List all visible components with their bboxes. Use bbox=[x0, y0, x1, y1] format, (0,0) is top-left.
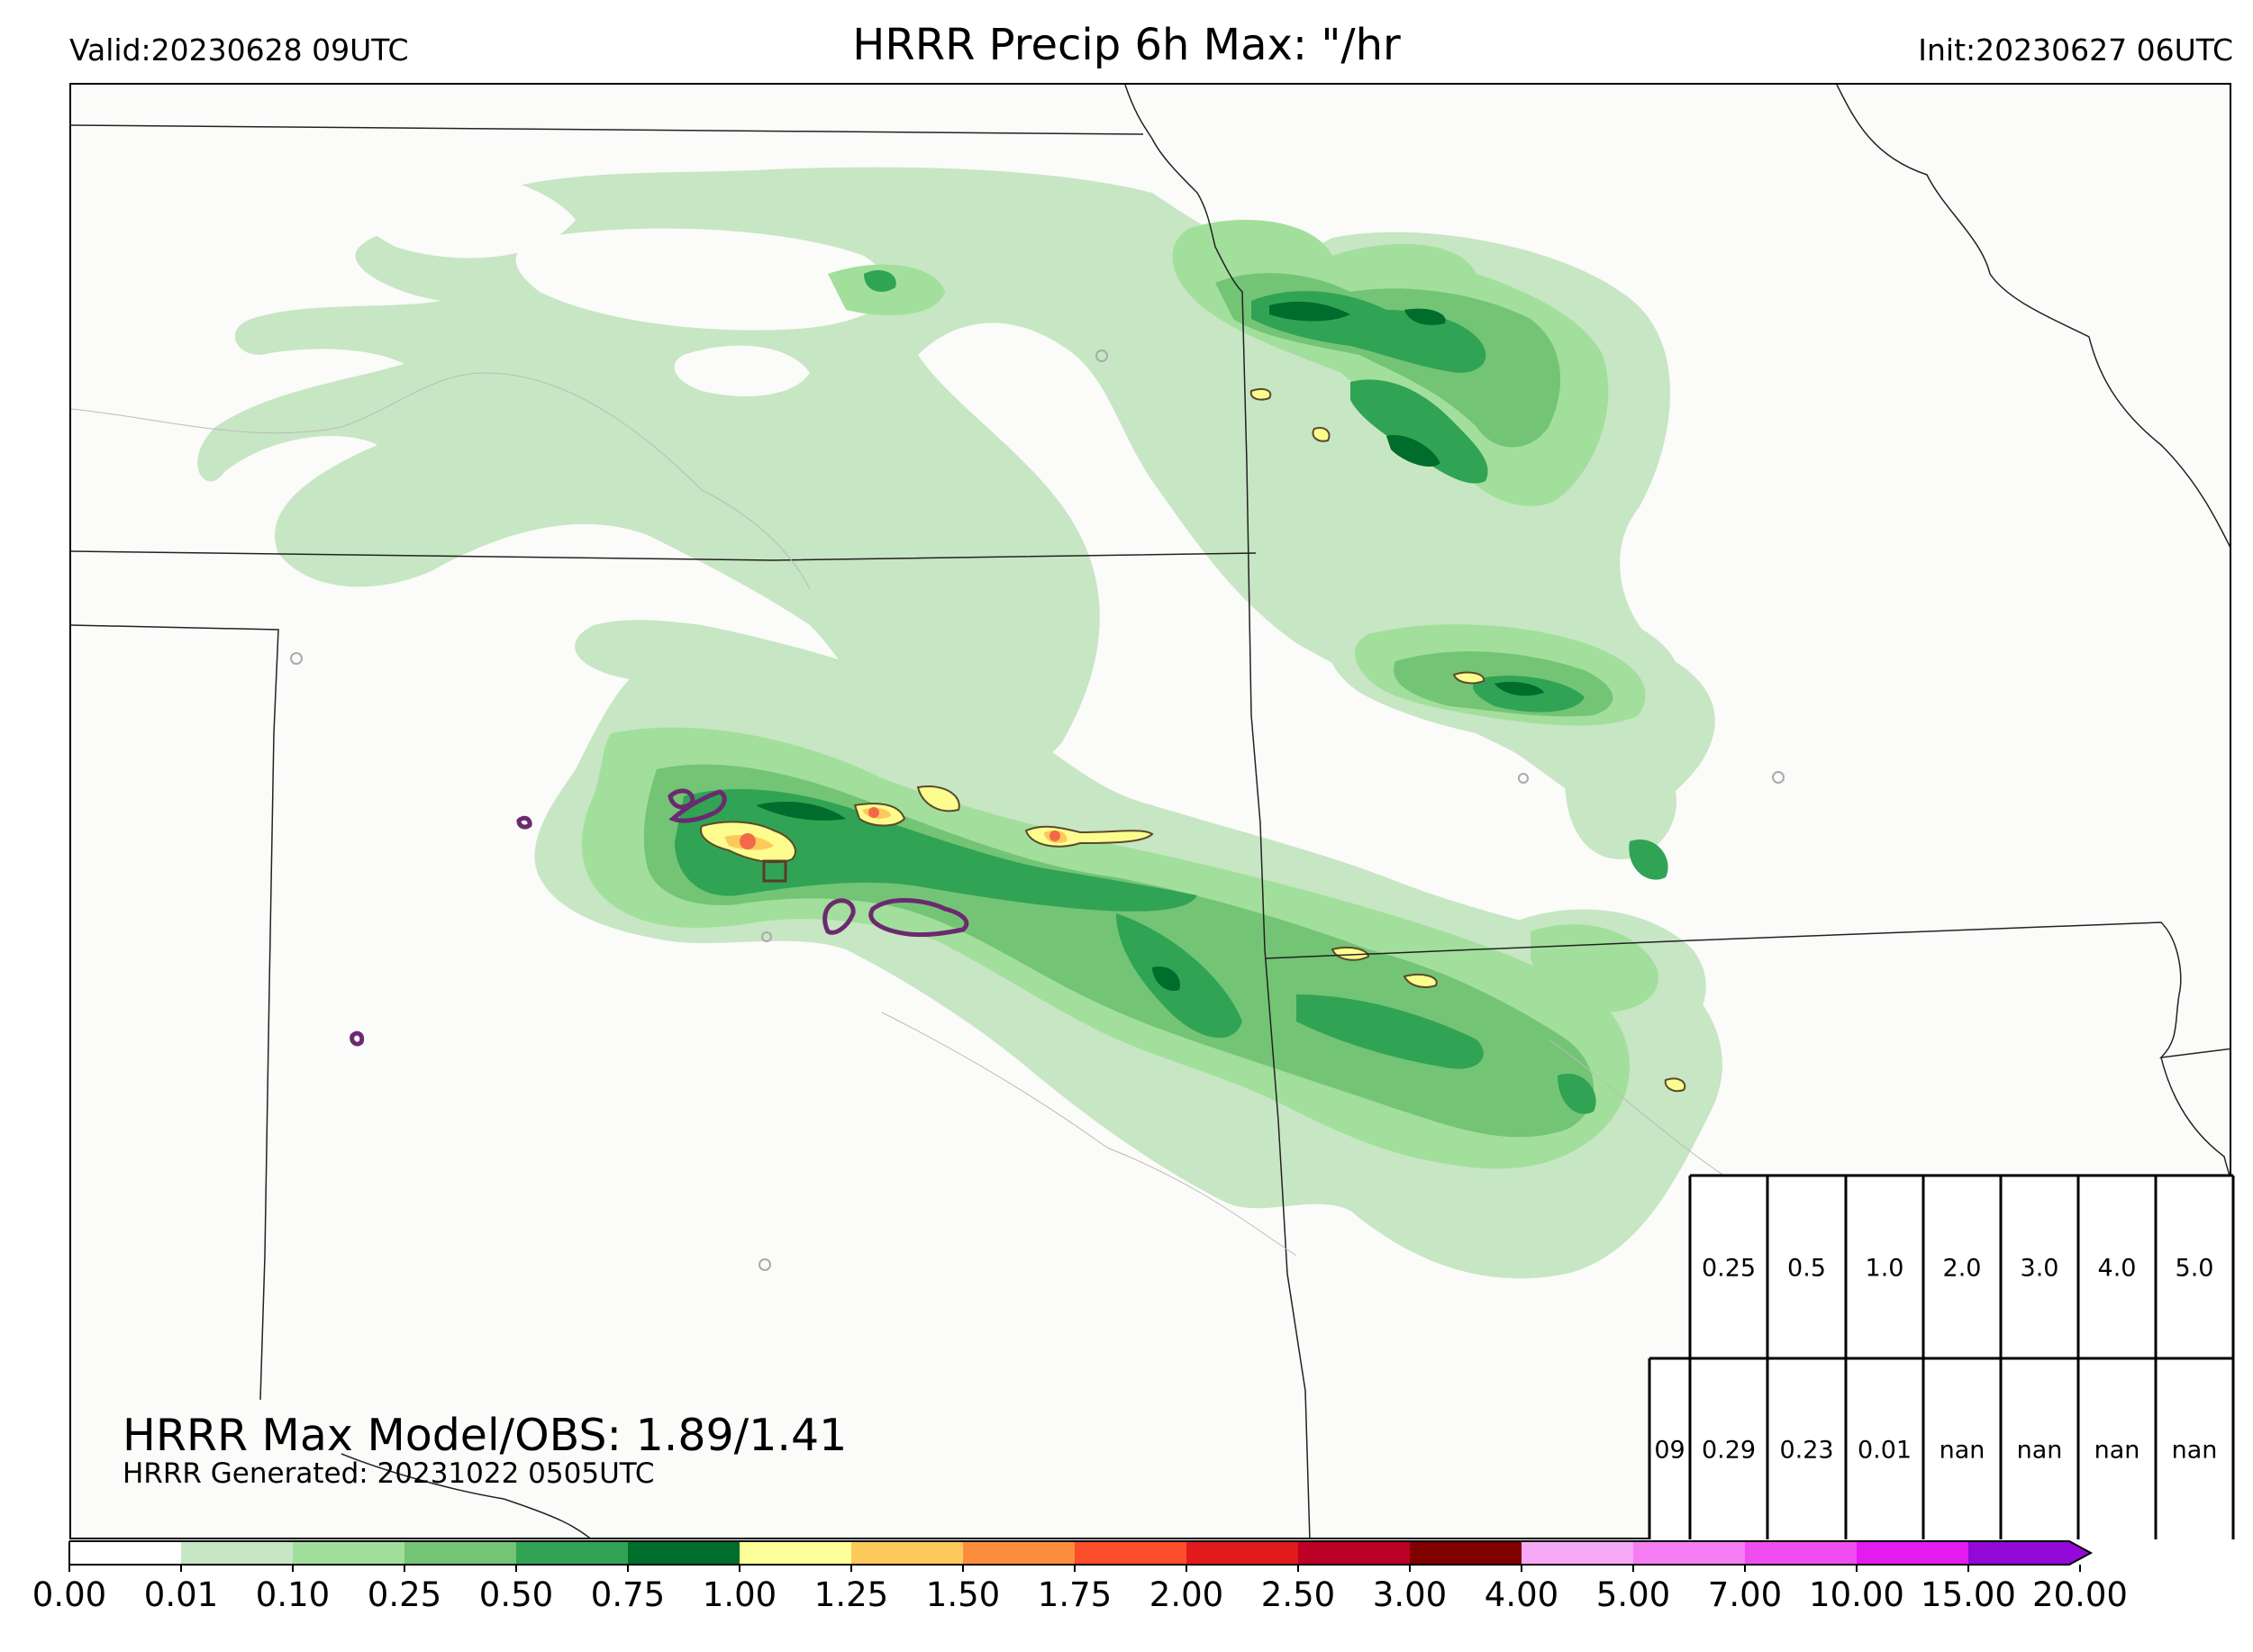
colorbar-outline bbox=[68, 1540, 2094, 1566]
colorbar-swatch bbox=[1745, 1541, 1857, 1565]
map-canvas bbox=[71, 85, 2230, 1538]
colorbar-tick-label: 0.10 bbox=[256, 1575, 330, 1614]
colorbar-swatch bbox=[851, 1541, 963, 1565]
colorbar-tick-label: 2.50 bbox=[1261, 1575, 1335, 1614]
colorbar-tick-label: 1.00 bbox=[703, 1575, 777, 1614]
colorbar-tick-label: 3.00 bbox=[1373, 1575, 1447, 1614]
colorbar-swatch bbox=[1186, 1541, 1298, 1565]
colorbar-swatch bbox=[1075, 1541, 1186, 1565]
colorbar-tick-label: 2.00 bbox=[1149, 1575, 1223, 1614]
plot-title: HRRR Precip 6h Max: "/hr bbox=[852, 20, 1401, 70]
colorbar-swatch bbox=[1298, 1541, 1410, 1565]
colorbar-swatch bbox=[628, 1541, 740, 1565]
colorbar-tick-label: 20.00 bbox=[2032, 1575, 2128, 1614]
state-boundaries bbox=[71, 85, 2230, 1538]
colorbar-swatch bbox=[293, 1541, 404, 1565]
colorbar-swatch bbox=[516, 1541, 628, 1565]
colorbar-swatch bbox=[1410, 1541, 1522, 1565]
colorbar-tick-label: 1.25 bbox=[814, 1575, 888, 1614]
colorbar-tick-label: 15.00 bbox=[1921, 1575, 2016, 1614]
colorbar-tick-label: 4.00 bbox=[1485, 1575, 1558, 1614]
colorbar-tick-label: 0.50 bbox=[479, 1575, 553, 1614]
obs-contours bbox=[350, 788, 969, 1047]
colorbar-swatch-extend bbox=[1968, 1541, 2091, 1565]
colorbar: 0.00 0.01 0.10 0.25 0.50 0.75 1.00 1.25 1.50 1.75… bbox=[32, 1540, 2128, 1614]
colorbar-tick-label: 0.01 bbox=[144, 1575, 218, 1614]
colorbar-swatch bbox=[1633, 1541, 1745, 1565]
colorbar-swatch bbox=[404, 1541, 516, 1565]
colorbar-swatch bbox=[1522, 1541, 1633, 1565]
colorbar-swatch bbox=[1857, 1541, 1968, 1565]
colorbar-tick-label: 1.50 bbox=[926, 1575, 1000, 1614]
colorbar-swatch bbox=[69, 1541, 181, 1565]
generated-label: HRRR Generated: 20231022 0505UTC bbox=[123, 1457, 655, 1490]
max-model-obs-label: HRRR Max Model/OBS: 1.89/1.41 bbox=[123, 1410, 848, 1461]
colorbar-tick-label: 7.00 bbox=[1708, 1575, 1782, 1614]
header: Valid:20230628 09UTC HRRR Precip 6h Max:… bbox=[0, 0, 2253, 81]
init-time: Init:20230627 06UTC bbox=[1918, 32, 2233, 68]
colorbar-tick-label: 0.25 bbox=[368, 1575, 441, 1614]
colorbar-tick-label: 5.00 bbox=[1596, 1575, 1670, 1614]
colorbar-tick-label: 0.00 bbox=[32, 1575, 106, 1614]
colorbar-tick-label: 0.75 bbox=[591, 1575, 665, 1614]
precip-map bbox=[69, 83, 2231, 1539]
colorbar-swatch bbox=[181, 1541, 293, 1565]
colorbar-tick-label: 10.00 bbox=[1809, 1575, 1904, 1614]
colorbar-swatch bbox=[963, 1541, 1075, 1565]
valid-time: Valid:20230628 09UTC bbox=[69, 32, 409, 68]
obs-max-box bbox=[762, 859, 787, 883]
precip-field-dd bbox=[756, 301, 1544, 991]
colorbar-tick-label: 1.75 bbox=[1038, 1575, 1112, 1614]
colorbar-swatch bbox=[740, 1541, 851, 1565]
city-markers bbox=[290, 349, 1785, 1271]
precip-field-red bbox=[740, 807, 1060, 849]
precip-field-yellow bbox=[700, 388, 1686, 1093]
